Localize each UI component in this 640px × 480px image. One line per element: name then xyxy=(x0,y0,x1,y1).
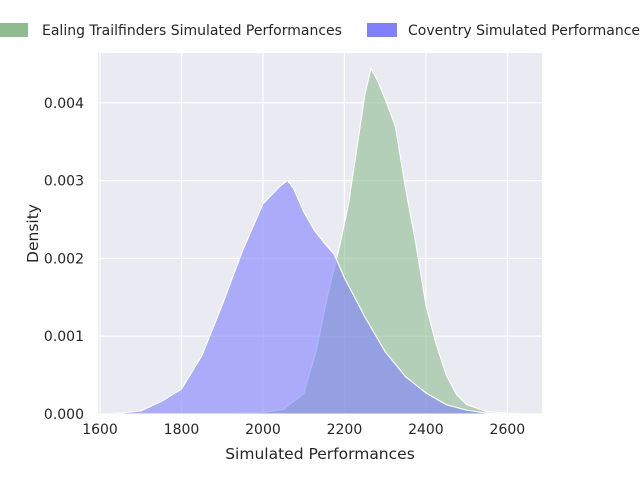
density-areas xyxy=(111,68,525,415)
x-tick-labels: 1600 1800 2000 2200 2400 2600 xyxy=(82,422,525,438)
legend: Ealing Trailfinders Simulated Performanc… xyxy=(0,23,640,39)
x-tick-label: 2600 xyxy=(490,422,526,438)
legend-swatch-coventry xyxy=(367,23,397,37)
legend-label-ealing: Ealing Trailfinders Simulated Performanc… xyxy=(42,23,342,39)
y-tick-labels: 0.000 0.001 0.002 0.003 0.004 xyxy=(44,96,84,423)
density-area-coventry xyxy=(111,180,508,415)
y-tick-label: 0.003 xyxy=(44,174,84,190)
x-tick-label: 1800 xyxy=(164,422,200,438)
x-tick-label: 2200 xyxy=(327,422,363,438)
x-tick-label: 2400 xyxy=(408,422,444,438)
x-axis-label: Simulated Performances xyxy=(225,445,415,463)
x-tick-label: 2000 xyxy=(245,422,281,438)
legend-swatch-ealing xyxy=(0,23,28,37)
legend-label-coventry: Coventry Simulated Performances xyxy=(408,23,640,39)
x-tick-label: 1600 xyxy=(82,422,118,438)
y-tick-label: 0.004 xyxy=(44,96,84,112)
y-tick-label: 0.001 xyxy=(44,329,84,345)
y-axis-label: Density xyxy=(24,204,42,263)
y-tick-label: 0.000 xyxy=(44,407,84,423)
y-tick-label: 0.002 xyxy=(44,251,84,267)
